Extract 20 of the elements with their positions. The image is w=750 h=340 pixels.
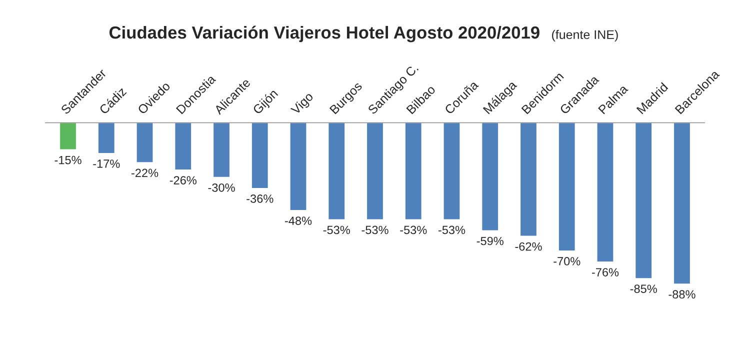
data-label: -30% [208, 183, 235, 192]
data-label: -22% [132, 168, 158, 178]
data-label: -62% [515, 242, 542, 251]
data-label: -48% [285, 216, 312, 225]
data-label: -53% [400, 226, 427, 234]
data-label: -53% [362, 226, 388, 234]
chart-title: Ciudades Variación Viajeros Hotel Agosto 2020/2019 [109, 26, 540, 42]
data-label: -70% [554, 257, 580, 266]
x-tick-label: Vigo [290, 91, 316, 117]
data-label: -85% [630, 284, 657, 294]
data-label: -53% [438, 226, 466, 234]
data-label: -59% [476, 236, 504, 246]
data-label: -15% [54, 156, 82, 164]
data-label: -17% [93, 160, 120, 168]
data-label: -53% [323, 226, 350, 234]
chart-subtitle: (fuente INE) [552, 30, 618, 42]
data-label: -26% [170, 176, 196, 184]
data-label: -76% [592, 268, 619, 276]
data-label: -36% [246, 194, 274, 203]
data-label: -88% [668, 290, 696, 299]
